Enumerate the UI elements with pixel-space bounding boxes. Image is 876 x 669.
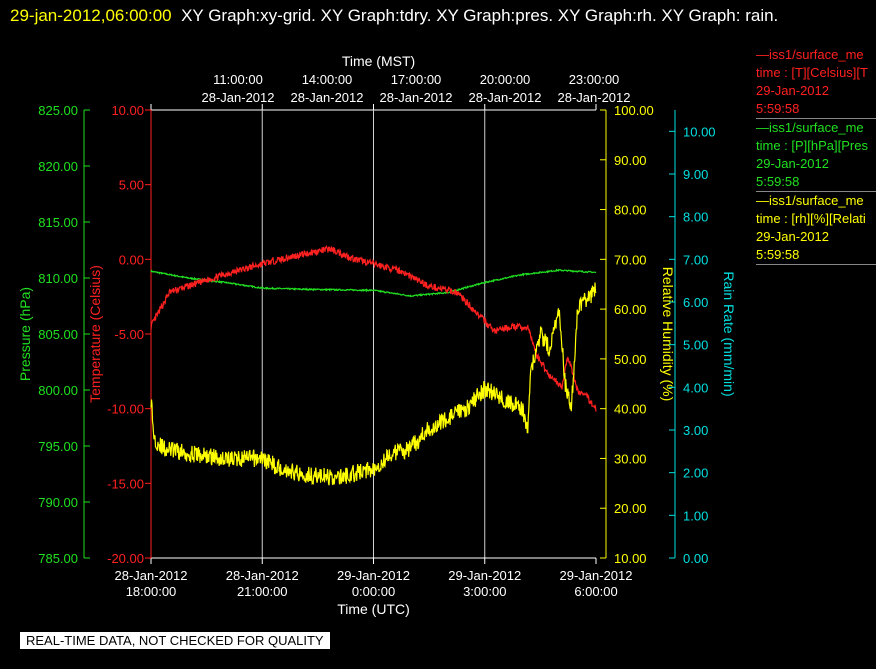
y-tick-label-rh: 60.00	[614, 302, 647, 317]
x-top-tick-label-time: 23:00:00	[569, 72, 620, 87]
series-line-rh	[150, 282, 597, 486]
y-tick-label-temperature: -15.00	[107, 476, 144, 491]
y-tick-label-temperature: 5.00	[119, 178, 144, 193]
y-tick-label-rh: 50.00	[614, 352, 647, 367]
y-tick-label-rain: 7.00	[683, 252, 708, 267]
x-tick-label-date: 29-Jan-2012	[448, 568, 521, 583]
y-tick-label-rh: 80.00	[614, 203, 647, 218]
y-tick-label-temperature: -20.00	[107, 551, 144, 566]
y-tick-label-rh: 90.00	[614, 153, 647, 168]
y-axis-title-rain: Rain Rate (mm/min)	[721, 271, 737, 396]
y-tick-label-pressure: 825.00	[38, 103, 78, 118]
y-tick-label-rain: 1.00	[683, 508, 708, 523]
header-timestamp: 29-jan-2012,06:00:00	[10, 6, 172, 25]
y-tick-label-pressure: 800.00	[38, 383, 78, 398]
legend-line: 29-Jan-2012	[756, 83, 829, 98]
x-top-tick-label-date: 28-Jan-2012	[469, 90, 542, 105]
y-tick-label-pressure: 820.00	[38, 159, 78, 174]
y-tick-label-pressure: 790.00	[38, 495, 78, 510]
y-tick-label-temperature: 10.00	[111, 103, 144, 118]
x-tick-label-date: 29-Jan-2012	[560, 568, 633, 583]
y-tick-label-rain: 2.00	[683, 466, 708, 481]
x-tick-label-time: 3:00:00	[463, 584, 506, 599]
x-axis-title-bottom: Time (UTC)	[337, 601, 410, 617]
legend-line: time : [T][Celsius][T	[756, 65, 868, 80]
y-axis-title-rh: Relative Humidity (%)	[660, 267, 676, 402]
series-line-temperature	[150, 244, 597, 412]
y-tick-label-rain: 4.00	[683, 380, 708, 395]
legend-line: time : [rh][%][Relati	[756, 211, 866, 226]
y-tick-label-rh: 100.00	[614, 103, 654, 118]
x-top-tick-label-time: 14:00:00	[302, 72, 353, 87]
y-tick-label-rain: 0.00	[683, 551, 708, 566]
y-tick-label-rain: 9.00	[683, 167, 708, 182]
x-tick-label-date: 29-Jan-2012	[337, 568, 410, 583]
y-tick-label-rh: 70.00	[614, 252, 647, 267]
y-tick-label-rain: 8.00	[683, 210, 708, 225]
y-axis-title-temperature: Temperature (Celsius)	[87, 265, 103, 403]
legend-line: 5:59:58	[756, 247, 800, 262]
x-top-tick-label-time: 17:00:00	[391, 72, 442, 87]
legend-line: 29-Jan-2012	[756, 156, 829, 171]
quality-disclaimer: REAL-TIME DATA, NOT CHECKED FOR QUALITY	[20, 632, 330, 649]
x-top-tick-label-date: 28-Jan-2012	[202, 90, 275, 105]
y-tick-label-pressure: 785.00	[38, 551, 78, 566]
legend-line: 5:59:58	[756, 174, 800, 189]
y-tick-label-pressure: 810.00	[38, 271, 78, 286]
x-top-tick-label-date: 28-Jan-2012	[380, 90, 453, 105]
x-tick-label-date: 28-Jan-2012	[115, 568, 188, 583]
y-tick-label-rain: 10.00	[683, 124, 716, 139]
y-tick-label-rh: 20.00	[614, 501, 647, 516]
x-tick-label-time: 6:00:00	[574, 584, 617, 599]
x-tick-label-time: 0:00:00	[352, 584, 395, 599]
x-top-tick-label-time: 11:00:00	[213, 72, 263, 87]
y-tick-label-pressure: 795.00	[38, 439, 78, 454]
y-axis-title-pressure: Pressure (hPa)	[17, 287, 33, 381]
x-tick-label-date: 28-Jan-2012	[226, 568, 299, 583]
page-title: 29-jan-2012,06:00:00 XY Graph:xy-grid. X…	[10, 2, 860, 29]
legend: —iss1/surface_me time : [T][Celsius][T 29-…	[756, 46, 876, 265]
y-tick-label-rh: 40.00	[614, 402, 647, 417]
x-tick-label-time: 21:00:00	[237, 584, 288, 599]
y-tick-label-pressure: 805.00	[38, 327, 78, 342]
y-tick-label-rain: 3.00	[683, 423, 708, 438]
header-graph-list: XY Graph:xy-grid. XY Graph:tdry. XY Grap…	[181, 6, 779, 25]
legend-line: 29-Jan-2012	[756, 229, 829, 244]
y-tick-label-temperature: 0.00	[119, 252, 144, 267]
y-tick-label-rain: 6.00	[683, 295, 708, 310]
legend-line: time : [P][hPa][Pres	[756, 138, 868, 153]
x-top-tick-label-date: 28-Jan-2012	[291, 90, 364, 105]
legend-line: —iss1/surface_me	[756, 193, 864, 208]
legend-line: —iss1/surface_me	[756, 47, 864, 62]
y-tick-label-temperature: -10.00	[107, 402, 144, 417]
y-tick-label-rh: 30.00	[614, 451, 647, 466]
x-top-tick-label-date: 28-Jan-2012	[558, 90, 631, 105]
y-tick-label-rh: 10.00	[614, 551, 647, 566]
legend-line: —iss1/surface_me	[756, 120, 864, 135]
x-axis-title-top: Time (MST)	[342, 53, 415, 69]
legend-line: 5:59:58	[756, 101, 800, 116]
x-tick-label-time: 18:00:00	[126, 584, 177, 599]
y-tick-label-temperature: -5.00	[114, 327, 144, 342]
x-top-tick-label-time: 20:00:00	[480, 72, 531, 87]
series-line-pressure	[150, 268, 597, 298]
y-tick-label-pressure: 815.00	[38, 215, 78, 230]
y-tick-label-rain: 5.00	[683, 338, 708, 353]
